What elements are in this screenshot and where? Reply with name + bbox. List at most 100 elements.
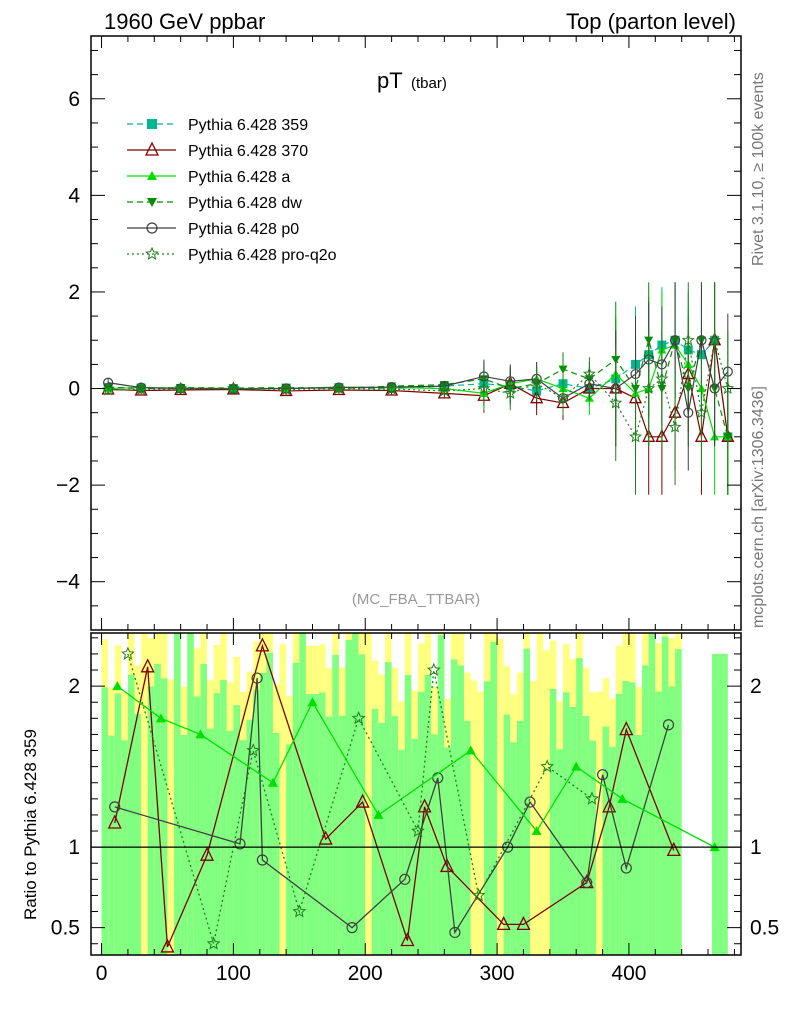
- header-left: 1960 GeV ppbar: [104, 9, 265, 34]
- legend-label: Pythia 6.428 a: [188, 169, 290, 186]
- marker-star: [708, 333, 722, 346]
- series-star-open: [101, 282, 735, 495]
- ratio-band-green: [516, 720, 524, 955]
- ratio-band-green: [655, 691, 662, 955]
- ratio-line: [114, 643, 675, 948]
- ratio-band-green: [582, 716, 590, 955]
- marker-triangle-open: [530, 390, 544, 404]
- marker-triangle-open: [140, 658, 155, 673]
- marker-star: [471, 888, 486, 902]
- ratio-band-green: [352, 633, 359, 955]
- x-tick-label: 0: [96, 962, 108, 985]
- ratio-band-green: [398, 749, 405, 955]
- ratio-band-green: [510, 742, 517, 955]
- marker-circle: [683, 407, 694, 418]
- marker-circle: [234, 838, 246, 850]
- ratio-band-green: [114, 693, 122, 955]
- marker-triangle-down: [147, 198, 157, 207]
- ratio-band-green: [589, 740, 596, 955]
- marker-triangle-open: [255, 637, 270, 652]
- ratio-band-green: [286, 744, 293, 955]
- y-tick-label-ratio-right: 1: [750, 836, 762, 859]
- marker-triangle-open: [199, 846, 215, 861]
- ratio-band-green: [187, 633, 194, 955]
- marker-triangle-up: [155, 713, 166, 723]
- ratio-band-green: [101, 687, 109, 955]
- ratio-band-green: [147, 686, 155, 955]
- marker-star: [530, 376, 544, 390]
- y-tick-label-ratio-right: 0.5: [750, 917, 779, 940]
- legend-entry: Pythia 6.428 pro-q2o: [127, 246, 337, 264]
- marker-triangle-open: [516, 915, 531, 931]
- marker-triangle-up: [617, 793, 628, 803]
- ratio-band-green: [174, 633, 181, 955]
- ratio-band-green: [266, 652, 273, 955]
- marker-star: [134, 382, 148, 396]
- ratio-series: [112, 681, 720, 852]
- ratio-band-yellow: [543, 650, 550, 955]
- ratio-ylabel: Ratio to Pythia 6.428 359: [21, 729, 40, 920]
- legend-entry: Pythia 6.428 dw: [127, 195, 302, 212]
- y-tick-label-ratio-right: 2: [750, 675, 762, 698]
- marker-star: [694, 405, 708, 419]
- ratio-band-green: [483, 681, 491, 955]
- ratio-band-green: [404, 675, 412, 955]
- analysis-annotation: (MC_FBA_TTBAR): [352, 591, 480, 608]
- marker-triangle-up: [465, 745, 476, 755]
- marker-triangle-open: [160, 938, 175, 953]
- ratio-band-green: [615, 693, 623, 955]
- marker-star: [206, 936, 221, 950]
- ratio-band-green: [549, 688, 557, 955]
- marker-star: [556, 391, 570, 404]
- marker-star: [174, 381, 188, 395]
- ratio-series: [109, 672, 675, 939]
- marker-triangle-up: [267, 777, 278, 787]
- ratio-band-green: [299, 633, 306, 955]
- ratio-band-green: [358, 654, 366, 955]
- ratio-band-green: [253, 689, 260, 955]
- legend-entry: Pythia 6.428 359: [127, 117, 308, 134]
- ratio-band-green: [648, 633, 656, 955]
- ratio-band-green: [378, 722, 386, 955]
- marker-triangle-open: [318, 830, 333, 845]
- marker-triangle-open: [439, 857, 455, 873]
- main-frame: [90, 35, 742, 631]
- x-tick-label: 400: [611, 962, 646, 985]
- marker-star: [609, 396, 623, 409]
- header-right: Top (parton level): [566, 9, 736, 34]
- ratio-band-green: [338, 715, 346, 955]
- ratio-band-green: [180, 734, 188, 955]
- ratio-band-green: [576, 658, 583, 955]
- ratio-band-green: [668, 686, 676, 955]
- y-tick-label-main: 0: [68, 378, 80, 401]
- marker-circle: [346, 922, 358, 934]
- legend-label: Pythia 6.428 pro-q2o: [188, 247, 337, 264]
- ratio-band-green: [464, 720, 471, 955]
- ratio-band-green: [193, 696, 201, 955]
- y-tick-label-ratio: 0.5: [51, 917, 80, 940]
- y-tick-label-main: 6: [68, 88, 80, 111]
- ratio-band-green: [213, 693, 221, 955]
- ratio-band-green: [391, 716, 399, 955]
- ratio-band-green: [675, 649, 682, 955]
- marker-circle: [251, 672, 263, 684]
- marker-circle: [256, 854, 268, 866]
- mcplots-label: mcplots.cern.ch [arXiv:1306.3436]: [750, 386, 767, 628]
- ratio-band-yellow: [141, 633, 148, 955]
- ratio-band-yellow: [365, 633, 372, 955]
- marker-star: [668, 420, 682, 433]
- marker-triangle-up: [373, 809, 384, 819]
- marker-star: [585, 791, 599, 805]
- ratio-band-green: [622, 680, 629, 955]
- ratio-band-green: [450, 659, 458, 955]
- marker-triangle-open: [602, 798, 617, 813]
- legend-label: Pythia 6.428 dw: [188, 195, 302, 212]
- marker-triangle-open: [355, 793, 370, 808]
- marker-star: [629, 429, 643, 443]
- marker-triangle-up: [571, 761, 582, 771]
- ratio-band-green: [417, 691, 425, 955]
- ratio-band-green: [642, 665, 649, 955]
- ratio-band-green: [628, 682, 636, 955]
- marker-star: [582, 367, 596, 380]
- legend-label: Pythia 6.428 370: [188, 143, 308, 160]
